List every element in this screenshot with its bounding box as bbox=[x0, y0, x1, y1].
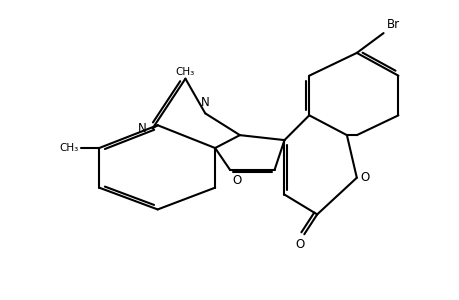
Text: O: O bbox=[360, 171, 369, 184]
Text: Br: Br bbox=[386, 18, 399, 31]
Text: CH₃: CH₃ bbox=[175, 67, 195, 77]
Text: O: O bbox=[231, 174, 241, 187]
Text: N: N bbox=[138, 122, 146, 135]
Text: CH₃: CH₃ bbox=[59, 143, 78, 153]
Text: O: O bbox=[295, 238, 304, 251]
Text: N: N bbox=[201, 96, 209, 110]
